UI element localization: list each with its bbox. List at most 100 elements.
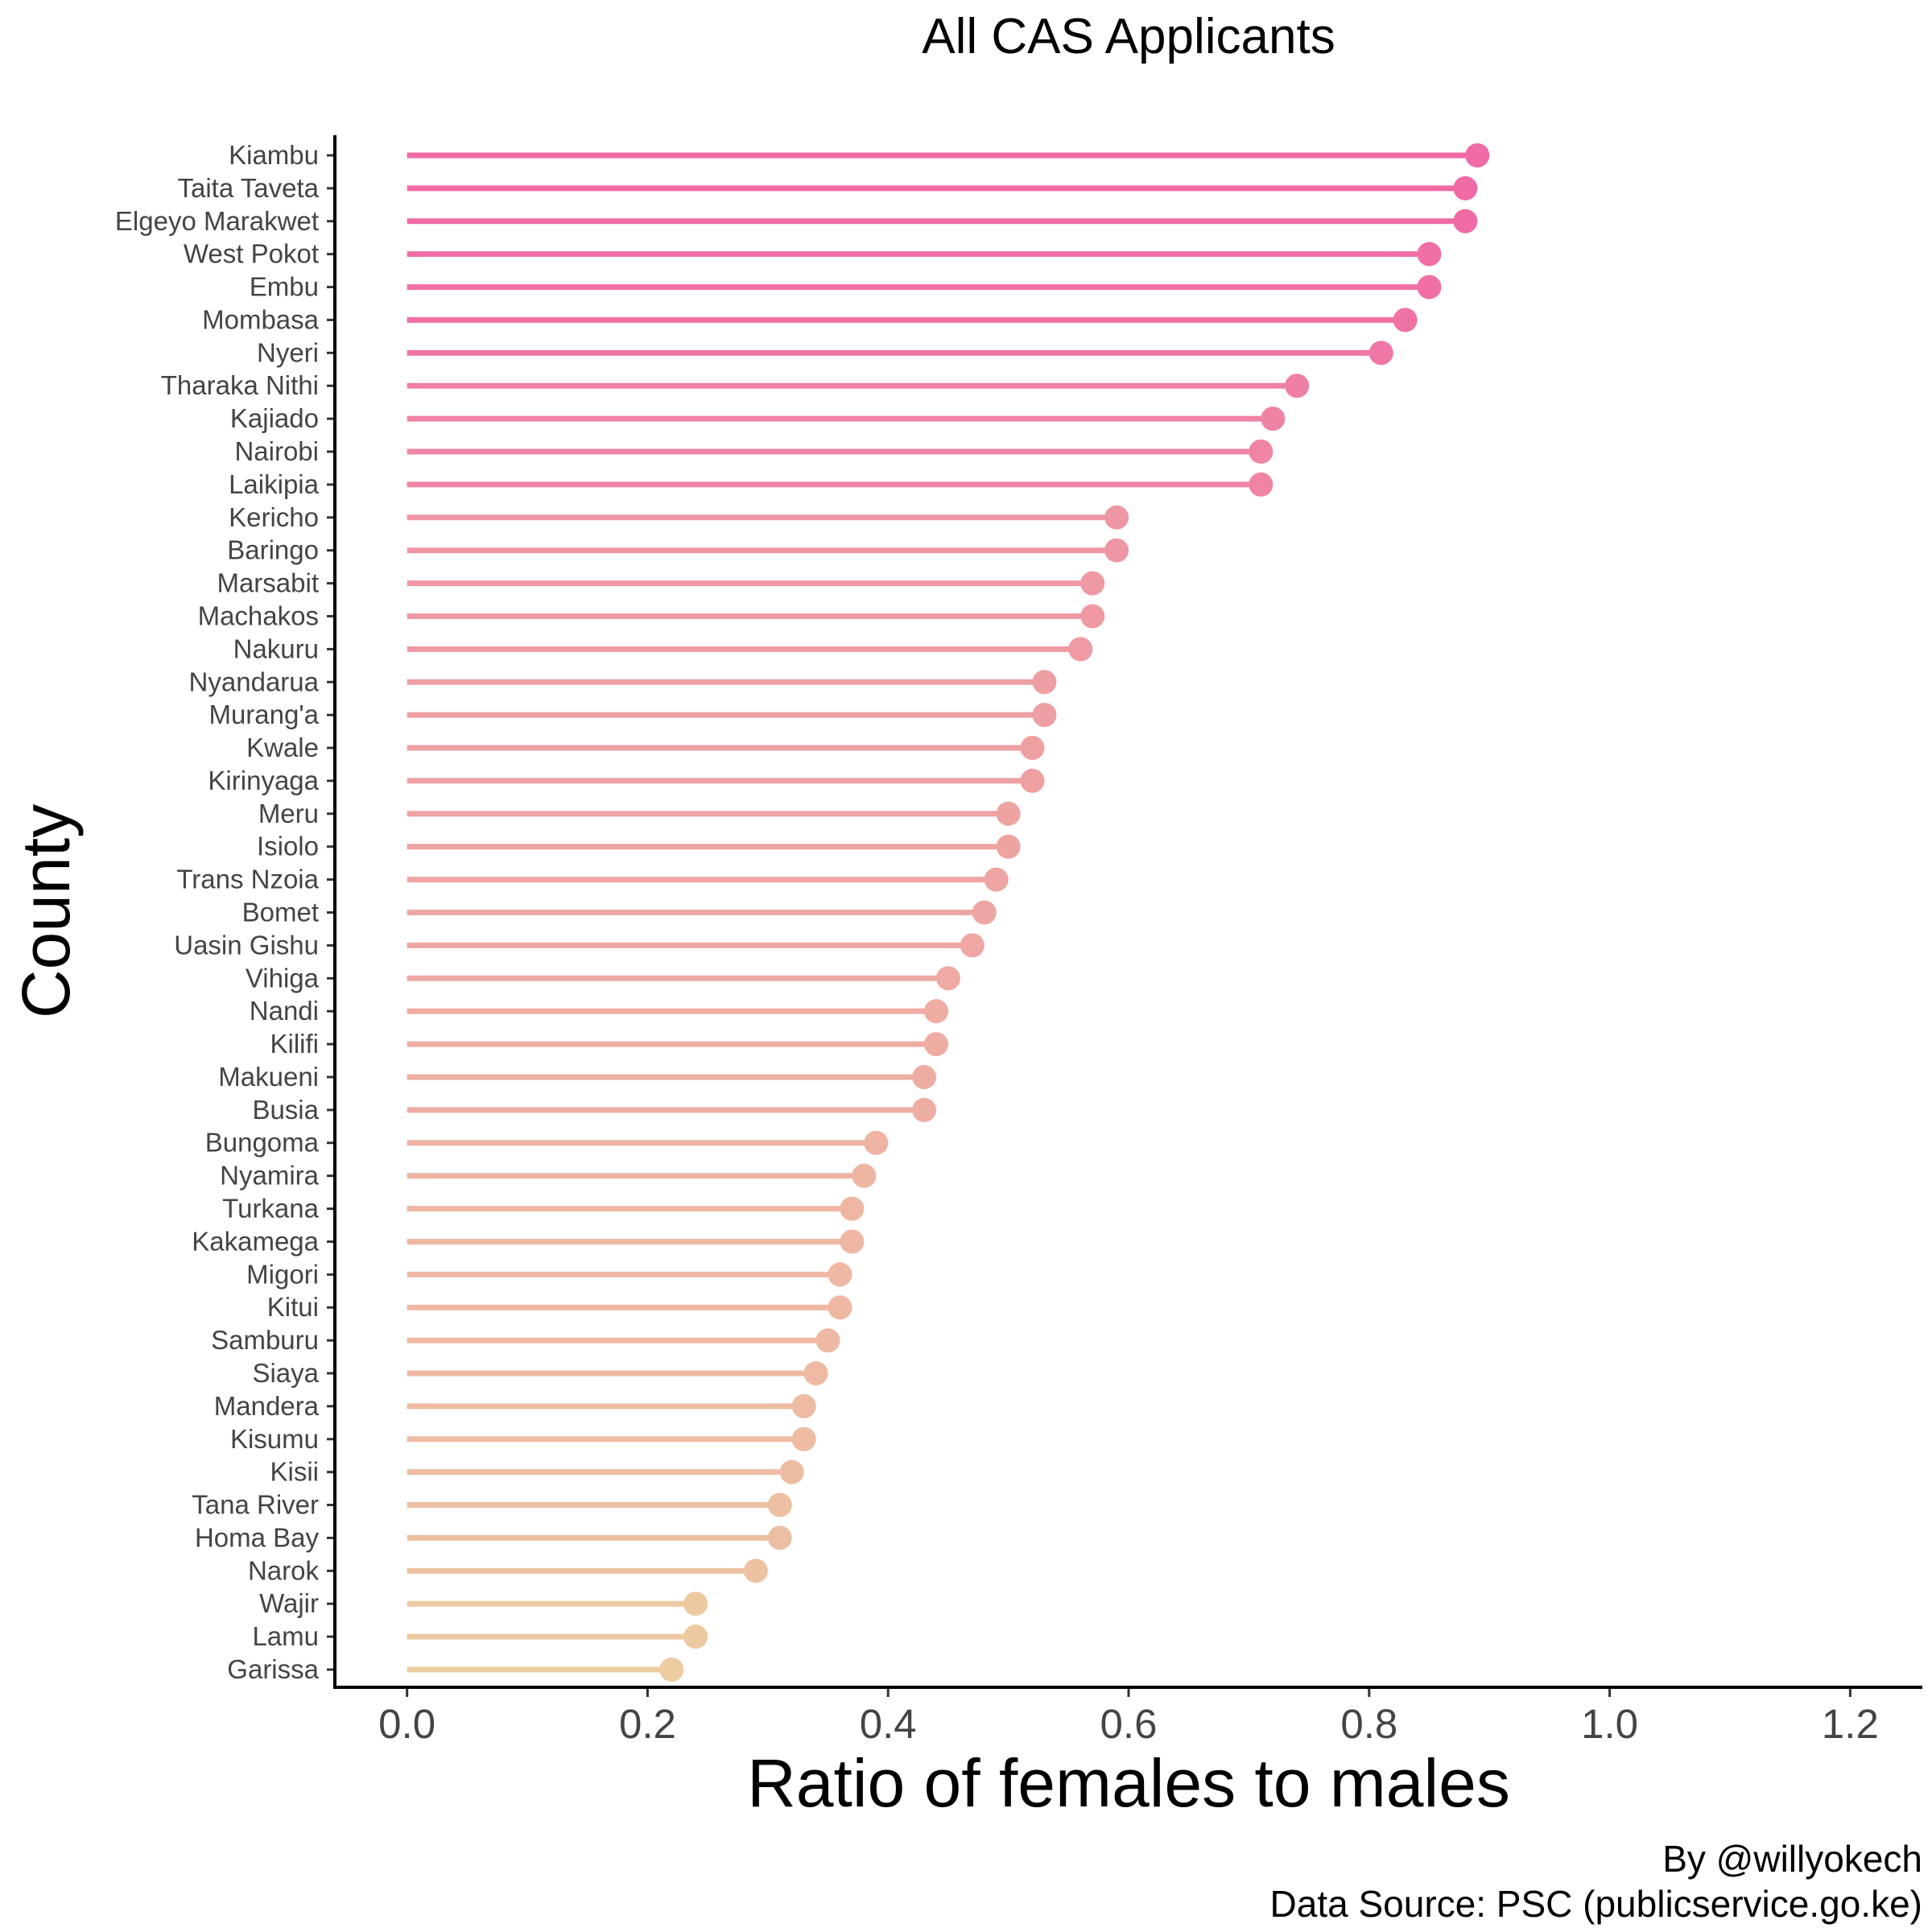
lollipop-point bbox=[683, 1624, 708, 1649]
x-tick-label: 1.2 bbox=[1822, 1701, 1879, 1747]
y-tick-label: Mombasa bbox=[202, 304, 320, 334]
lollipop-point bbox=[1285, 374, 1310, 398]
lollipop-point bbox=[1068, 637, 1093, 662]
y-tick-label: Bungoma bbox=[205, 1128, 320, 1158]
lollipop-point bbox=[1453, 208, 1478, 233]
lollipop-point bbox=[1020, 768, 1045, 793]
lollipop-point bbox=[1249, 472, 1274, 497]
y-tick-label: Kirinyaga bbox=[208, 766, 319, 795]
y-tick-label: Wajir bbox=[259, 1588, 319, 1618]
lollipop-point bbox=[683, 1591, 708, 1616]
lollipop-point bbox=[815, 1328, 840, 1353]
lollipop-point bbox=[1453, 175, 1478, 200]
y-tick-label: Kisii bbox=[270, 1457, 319, 1487]
y-tick-label: Homa Bay bbox=[195, 1522, 320, 1552]
y-tick-label: Narok bbox=[248, 1555, 320, 1585]
x-tick-label: 0.8 bbox=[1340, 1701, 1397, 1747]
y-tick-label: Kisumu bbox=[230, 1424, 319, 1454]
y-tick-label: Marsabit bbox=[217, 568, 319, 598]
lollipop-point bbox=[923, 999, 948, 1024]
lollipop-point bbox=[996, 834, 1021, 859]
y-tick-label: Lamu bbox=[252, 1621, 319, 1651]
lollipop-point bbox=[864, 1130, 889, 1155]
y-tick-label: Kitui bbox=[267, 1292, 319, 1322]
y-tick-label: Bomet bbox=[242, 898, 319, 927]
lollipop-point bbox=[972, 900, 997, 925]
lollipop-point bbox=[1104, 538, 1129, 563]
y-axis-title: County bbox=[8, 804, 84, 1018]
y-tick-label: Migori bbox=[246, 1259, 319, 1289]
y-tick-label: Vihiga bbox=[246, 963, 320, 993]
lollipop-point bbox=[935, 966, 960, 991]
lollipop-point bbox=[1368, 341, 1393, 365]
x-tick-label: 0.4 bbox=[860, 1701, 917, 1747]
lollipop-point bbox=[996, 801, 1021, 826]
y-tick-label: Laikipia bbox=[229, 469, 320, 499]
lollipop-marks bbox=[407, 143, 1490, 1682]
lollipop-point bbox=[767, 1525, 792, 1550]
y-tick-label: Turkana bbox=[222, 1194, 319, 1224]
lollipop-point bbox=[791, 1393, 816, 1418]
lollipop-point bbox=[852, 1163, 877, 1188]
lollipop-point bbox=[659, 1657, 684, 1682]
x-tick-label: 0.0 bbox=[378, 1701, 436, 1747]
lollipop-point bbox=[1249, 440, 1274, 464]
lollipop-point bbox=[923, 1032, 948, 1057]
lollipop-point bbox=[840, 1196, 865, 1221]
y-tick-label: Samburu bbox=[211, 1325, 319, 1355]
y-tick-label: Murang'a bbox=[208, 700, 319, 729]
lollipop-point bbox=[1020, 736, 1045, 761]
y-tick-label: Kilifi bbox=[270, 1029, 319, 1059]
y-tick-label: Nakuru bbox=[233, 634, 319, 663]
caption-source: Data Source: PSC (publicservice.go.ke) bbox=[1270, 1883, 1922, 1925]
lollipop-point bbox=[1080, 604, 1105, 629]
lollipop-point bbox=[1080, 571, 1105, 596]
lollipop-point bbox=[828, 1295, 852, 1320]
lollipop-point bbox=[1417, 275, 1442, 299]
x-tick-label: 1.0 bbox=[1581, 1701, 1638, 1747]
y-tick-label: Busia bbox=[252, 1095, 319, 1125]
y-tick-label: Baringo bbox=[227, 535, 319, 565]
y-tick-label: Nyeri bbox=[257, 337, 319, 367]
x-axis-ticks: 0.0 0.2 0.4 0.6 0.8 1.0 1.2 bbox=[378, 1687, 1879, 1747]
y-tick-label: Tana River bbox=[192, 1490, 319, 1520]
y-tick-label: Kakamega bbox=[192, 1226, 319, 1256]
y-tick-label: Elgeyo Marakwet bbox=[115, 206, 319, 236]
y-tick-label: Meru bbox=[258, 799, 319, 828]
lollipop-point bbox=[779, 1459, 804, 1484]
lollipop-point bbox=[840, 1229, 865, 1254]
lollipop-point bbox=[1465, 143, 1490, 167]
y-tick-label: Nyamira bbox=[220, 1161, 319, 1191]
lollipop-point bbox=[828, 1262, 852, 1287]
lollipop-point bbox=[1417, 242, 1442, 266]
y-tick-label: Makueni bbox=[218, 1062, 319, 1092]
y-tick-label: Kiambu bbox=[229, 140, 319, 170]
y-tick-label: Kwale bbox=[246, 733, 319, 762]
caption-author: By @willyokech bbox=[1662, 1838, 1922, 1880]
lollipop-point bbox=[1032, 703, 1057, 728]
lollipop-point bbox=[767, 1492, 792, 1517]
y-tick-label: Nyandarua bbox=[189, 667, 320, 696]
lollipop-point bbox=[803, 1360, 828, 1385]
y-tick-label: Siaya bbox=[252, 1358, 319, 1388]
lollipop-point bbox=[912, 1097, 937, 1122]
x-tick-label: 0.2 bbox=[619, 1701, 676, 1747]
lollipop-point bbox=[1032, 670, 1057, 695]
lollipop-point bbox=[1104, 505, 1129, 530]
y-tick-label: Garissa bbox=[227, 1654, 319, 1684]
lollipop-point bbox=[984, 867, 1009, 892]
y-tick-label: Kajiado bbox=[230, 403, 319, 433]
y-tick-label: Kericho bbox=[229, 502, 319, 532]
y-tick-label: Trans Nzoia bbox=[176, 865, 319, 894]
chart-title: All CAS Applicants bbox=[922, 9, 1335, 64]
y-tick-label: Nandi bbox=[250, 996, 319, 1026]
y-tick-label: West Pokot bbox=[184, 239, 319, 269]
y-tick-label: Isiolo bbox=[257, 832, 319, 861]
lollipop-point bbox=[791, 1426, 816, 1451]
lollipop-point bbox=[1393, 308, 1418, 332]
lollipop-point bbox=[743, 1558, 768, 1583]
y-tick-label: Machakos bbox=[198, 601, 319, 630]
y-tick-label: Uasin Gishu bbox=[174, 930, 319, 960]
